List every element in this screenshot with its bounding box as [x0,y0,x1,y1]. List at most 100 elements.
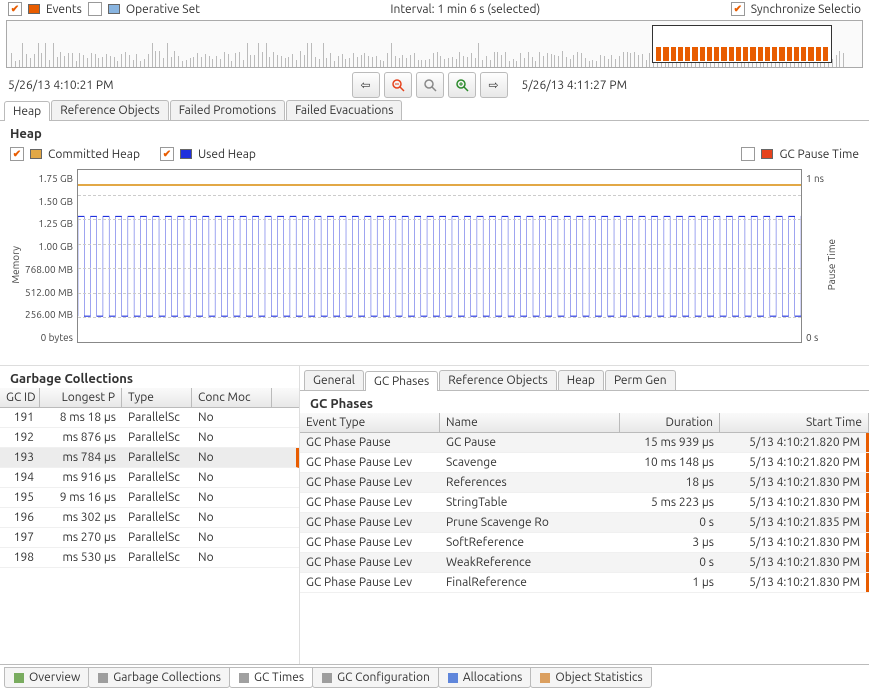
timeline-selection[interactable] [652,25,832,63]
zoom-in-button[interactable] [448,72,476,98]
bottom-tab-gc-times[interactable]: GC Times [229,667,313,688]
committed-swatch [30,149,42,159]
phase-cell-evt: GC Phase Pause Lev [300,553,440,572]
phase-cell-dur: 10 ms 148 µs [620,453,720,472]
right-y-top: 1 ns [806,173,824,184]
gc-row[interactable]: 197ms 270 µsParallelScNo [0,528,299,548]
interval-label: Interval: 1 min 6 s (selected) [206,3,725,16]
committed-line [78,184,801,186]
gc-cell-conc: No [192,548,272,567]
gc-cell-conc: No [192,528,272,547]
phase-row[interactable]: GC Phase Pause LevStringTable5 ms 223 µs… [300,493,869,513]
phase-cell-dur: 1 µs [620,573,720,592]
heap-title: Heap [0,121,869,143]
main-tab-reference-objects[interactable]: Reference Objects [51,100,169,120]
gc-row[interactable]: 193ms 784 µsParallelScNo [0,448,299,468]
phase-col-dur[interactable]: Duration [620,413,720,432]
phase-tab-heap[interactable]: Heap [558,370,604,390]
tab-label: Overview [29,671,80,684]
gc-cell-long: ms 916 µs [40,468,122,487]
tab-icon [97,672,109,684]
phase-col-name[interactable]: Name [440,413,620,432]
phase-cell-start: 5/13 4:10:21.830 PM [720,473,869,492]
pause-checkbox[interactable] [741,147,755,161]
gc-col-long[interactable]: Longest P [40,388,122,407]
gc-cell-id: 191 [0,408,40,427]
phase-tab-reference-objects[interactable]: Reference Objects [439,370,557,390]
gc-row[interactable]: 1918 ms 18 µsParallelScNo [0,408,299,428]
gc-row[interactable]: 1959 ms 16 µsParallelScNo [0,488,299,508]
timeline-orange-bars [655,47,829,61]
zoom-reset-button[interactable] [416,72,444,98]
phase-cell-name: SoftReference [440,533,620,552]
gc-cell-id: 194 [0,468,40,487]
bottom-tab-gc-configuration[interactable]: GC Configuration [312,667,439,688]
committed-checkbox[interactable]: ✔ [10,147,24,161]
sync-checkbox[interactable]: ✔ [731,2,745,16]
tab-label: GC Configuration [337,671,430,684]
phase-row[interactable]: GC Phase Pause LevFinalReference1 µs5/13… [300,573,869,593]
phase-row[interactable]: GC Phase PauseGC Pause15 ms 939 µs5/13 4… [300,433,869,453]
gridline [78,293,801,294]
plot-area[interactable]: 4:10:28 PM4:10:35 PM4:10:42 PM4:10:49 PM… [77,169,802,343]
gc-right-panel: GeneralGC PhasesReference ObjectsHeapPer… [300,366,869,664]
phase-row[interactable]: GC Phase Pause LevPrune Scavenge Ro0 s5/… [300,513,869,533]
gc-row[interactable]: 192ms 876 µsParallelScNo [0,428,299,448]
phase-cell-evt: GC Phase Pause Lev [300,533,440,552]
gc-cell-type: ParallelSc [122,528,192,547]
main-tabs: HeapReference ObjectsFailed PromotionsFa… [0,100,869,121]
sync-label: Synchronize Selectio [751,3,861,16]
phase-row[interactable]: GC Phase Pause LevWeakReference0 s5/13 4… [300,553,869,573]
bottom-tab-object-statistics[interactable]: Object Statistics [530,667,651,688]
phase-cell-name: GC Pause [440,433,620,452]
right-y-axis: 1 ns 0 s [802,169,826,361]
used-checkbox[interactable]: ✔ [160,147,174,161]
phase-col-evt[interactable]: Event Type [300,413,440,432]
events-checkbox[interactable]: ✔ [8,2,22,16]
phase-row[interactable]: GC Phase Pause LevSoftReference3 µs5/13 … [300,533,869,553]
tab-icon [539,672,551,684]
phase-cell-dur: 18 µs [620,473,720,492]
phase-col-start[interactable]: Start Time [720,413,869,432]
gc-cell-id: 196 [0,508,40,527]
gc-cell-long: ms 876 µs [40,428,122,447]
phase-tab-general[interactable]: General [304,370,364,390]
gc-row[interactable]: 198ms 530 µsParallelScNo [0,548,299,568]
phase-tab-gc-phases[interactable]: GC Phases [365,371,438,391]
phase-tab-perm-gen[interactable]: Perm Gen [605,370,676,390]
zoom-out-button[interactable] [384,72,412,98]
top-legend-bar: ✔ Events Operative Set Interval: 1 min 6… [0,0,869,18]
phase-row[interactable]: GC Phase Pause LevReferences18 µs5/13 4:… [300,473,869,493]
bottom-tab-allocations[interactable]: Allocations [438,667,532,688]
gc-col-conc[interactable]: Conc Moc [192,388,272,407]
timeline-strip[interactable] [6,20,863,68]
gc-cell-long: ms 270 µs [40,528,122,547]
phase-row[interactable]: GC Phase Pause LevScavenge10 ms 148 µs5/… [300,453,869,473]
gc-cell-conc: No [192,408,272,427]
tab-label: GC Times [254,671,304,684]
bottom-tab-garbage-collections[interactable]: Garbage Collections [88,667,230,688]
gc-row[interactable]: 194ms 916 µsParallelScNo [0,468,299,488]
gc-col-type[interactable]: Type [122,388,192,407]
phase-cell-evt: GC Phase Pause Lev [300,493,440,512]
phase-cell-start: 5/13 4:10:21.830 PM [720,533,869,552]
heap-chart: Memory 1.75 GB1.50 GB1.25 GB1.00 GB768.0… [0,165,869,365]
bottom-tabs: Overview Garbage Collections GC Times GC Co… [0,664,869,690]
gc-row[interactable]: 196ms 302 µsParallelScNo [0,508,299,528]
tab-label: Allocations [463,671,523,684]
opset-checkbox[interactable] [88,2,102,16]
nav-next-button[interactable]: ⇨ [480,72,508,98]
tab-icon [238,672,250,684]
main-tab-heap[interactable]: Heap [4,101,50,121]
phase-cell-name: WeakReference [440,553,620,572]
gc-col-id[interactable]: GC ID [0,388,40,407]
phase-cell-start: 5/13 4:10:21.830 PM [720,553,869,572]
main-tab-failed-evacuations[interactable]: Failed Evacuations [286,100,402,120]
bottom-tab-overview[interactable]: Overview [4,667,89,688]
y-tick: 768.00 MB [25,264,73,275]
gc-cell-id: 195 [0,488,40,507]
gc-cell-id: 197 [0,528,40,547]
time-nav-row: 5/26/13 4:10:21 PM ⇦ ⇨ 5/26/13 4:11:27 P… [0,70,869,100]
main-tab-failed-promotions[interactable]: Failed Promotions [170,100,285,120]
nav-prev-button[interactable]: ⇦ [352,72,380,98]
